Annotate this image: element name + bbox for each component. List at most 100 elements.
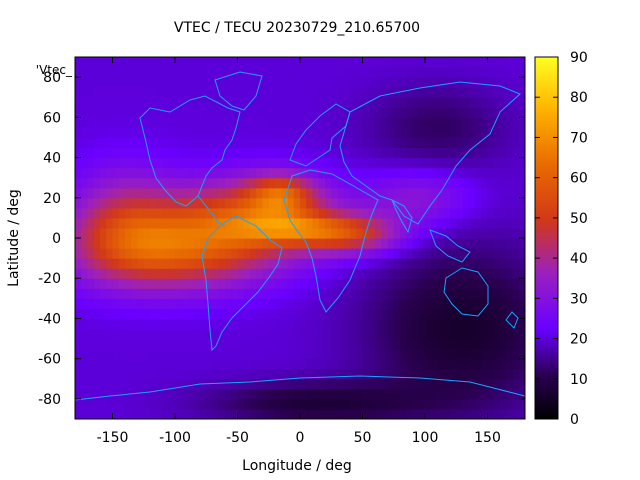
heatmap-cell (356, 177, 364, 189)
heatmap-cell (506, 127, 514, 139)
heatmap-cell (318, 107, 326, 118)
heatmap-cell (156, 348, 164, 360)
heatmap-cell (156, 318, 164, 330)
heatmap-cell (218, 57, 226, 68)
heatmap-cell (218, 157, 226, 169)
heatmap-cell (256, 67, 264, 78)
heatmap-cell (443, 217, 451, 229)
heatmap-cell (518, 207, 525, 219)
heatmap-cell (150, 57, 157, 68)
heatmap-cell (218, 117, 226, 128)
heatmap-cell (375, 167, 382, 179)
heatmap-cell (137, 358, 145, 370)
heatmap-cell (243, 308, 251, 320)
heatmap-cell (400, 167, 407, 179)
heatmap-cell (268, 318, 276, 330)
heatmap-cell (256, 137, 264, 149)
heatmap-cell (300, 248, 307, 259)
heatmap-cell (300, 278, 307, 289)
heatmap-cell (112, 328, 120, 340)
heatmap-cell (112, 127, 120, 139)
heatmap-cell (300, 107, 307, 118)
heatmap-cell (450, 378, 457, 390)
heatmap-cell (206, 338, 214, 350)
heatmap-cell (150, 248, 157, 259)
heatmap-cell (293, 298, 301, 309)
heatmap-cell (112, 248, 120, 259)
heatmap-cell (150, 358, 157, 370)
heatmap-cell (262, 97, 270, 108)
heatmap-cell (193, 278, 201, 289)
heatmap-cell (131, 328, 139, 340)
heatmap-cell (475, 268, 482, 279)
heatmap-cell (143, 348, 151, 360)
heatmap-cell (462, 67, 470, 78)
heatmap-cell (437, 217, 445, 229)
heatmap-cell (362, 238, 370, 249)
heatmap-cell (218, 67, 226, 78)
heatmap-cell (443, 167, 451, 179)
heatmap-cell (156, 67, 164, 78)
heatmap-cell (218, 187, 226, 199)
heatmap-cell (400, 67, 407, 78)
heatmap-cell (350, 338, 357, 350)
heatmap-cell (118, 127, 126, 139)
heatmap-cell (331, 107, 339, 118)
heatmap-cell (181, 308, 189, 320)
heatmap-cell (175, 238, 182, 249)
heatmap-cell (331, 177, 339, 189)
heatmap-cell (293, 358, 301, 370)
heatmap-cell (518, 157, 525, 169)
heatmap-cell (406, 77, 414, 88)
heatmap-cell (368, 127, 376, 139)
heatmap-cell (475, 227, 482, 239)
heatmap-cell (418, 157, 426, 169)
heatmap-cell (512, 338, 520, 350)
heatmap-cell (443, 57, 451, 68)
heatmap-cell (100, 388, 107, 400)
heatmap-cell (375, 398, 382, 410)
heatmap-cell (225, 167, 232, 179)
heatmap-cell (487, 358, 495, 370)
heatmap-cell (81, 197, 89, 209)
heatmap-cell (356, 137, 364, 149)
heatmap-cell (318, 117, 326, 128)
heatmap-cell (75, 77, 82, 88)
heatmap-cell (512, 358, 520, 370)
heatmap-cell (493, 57, 501, 68)
heatmap-cell (481, 268, 489, 279)
heatmap-cell (325, 137, 332, 149)
heatmap-cell (406, 217, 414, 229)
heatmap-cell (112, 77, 120, 88)
heatmap-cell (343, 408, 351, 419)
heatmap-cell (168, 157, 176, 169)
heatmap-cell (118, 408, 126, 419)
heatmap-cell (487, 87, 495, 98)
heatmap-cell (462, 167, 470, 179)
heatmap-cell (243, 408, 251, 419)
heatmap-cell (306, 137, 314, 149)
heatmap-cell (450, 248, 457, 259)
heatmap-cell (106, 368, 114, 380)
heatmap-cell (262, 338, 270, 350)
heatmap-cell (343, 187, 351, 199)
heatmap-cell (112, 97, 120, 108)
heatmap-cell (162, 348, 170, 360)
heatmap-cell (137, 318, 145, 330)
heatmap-cell (250, 197, 257, 209)
heatmap-cell (481, 57, 489, 68)
heatmap-cell (137, 137, 145, 149)
heatmap-cell (262, 107, 270, 118)
heatmap-cell (468, 368, 476, 380)
heatmap-cell (462, 268, 470, 279)
heatmap-cell (406, 227, 414, 239)
heatmap-cell (350, 217, 357, 229)
coastline-central-america (197, 195, 225, 227)
heatmap-cell (481, 197, 489, 209)
heatmap-cell (143, 298, 151, 309)
coastline-africa (283, 169, 379, 313)
heatmap-cell (243, 177, 251, 189)
heatmap-cell (225, 298, 232, 309)
heatmap-cell (387, 107, 395, 118)
heatmap-cell (350, 358, 357, 370)
